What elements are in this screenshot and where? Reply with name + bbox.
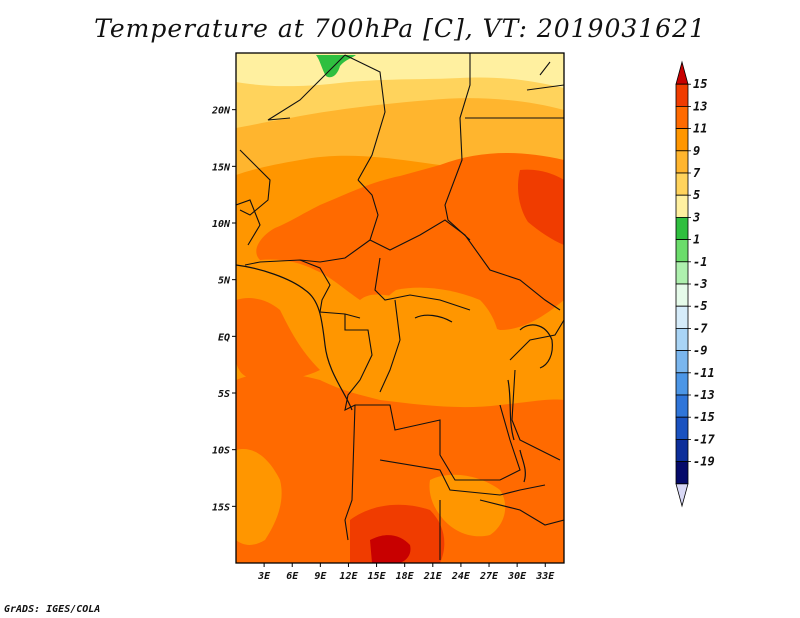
- lon-label: 6E: [286, 571, 299, 582]
- lon-label: 3E: [257, 571, 271, 582]
- longitude-axis: 3E 6E 9E 12E 15E 18E 21E 24E 27E 30E 33E: [257, 563, 555, 582]
- colorbar-label: 15: [693, 77, 707, 91]
- colorbar-label: 9: [693, 144, 700, 158]
- colorbar-label: -7: [693, 321, 708, 335]
- colorbar-label: -11: [693, 366, 715, 380]
- lon-label: 12E: [339, 571, 358, 582]
- colorbar-label: -3: [693, 277, 707, 291]
- grads-credit: GrADS: IGES/COLA: [4, 604, 101, 615]
- colorbar-swatch: [675, 106, 689, 130]
- colorbar-label: -5: [693, 299, 707, 313]
- colorbar-label: -15: [693, 410, 715, 424]
- lat-label: 5N: [218, 276, 231, 287]
- lon-label: 15E: [368, 571, 387, 582]
- colorbar: 15 13 11 9 7 5 3 1 -1 -3 -5 -7 -9 -11 -13 -15 -17 -19: [675, 60, 715, 508]
- lat-label: 15S: [212, 502, 230, 513]
- country-borders: [236, 53, 564, 560]
- colorbar-swatch: [675, 261, 689, 285]
- lon-label: 9E: [314, 571, 327, 582]
- colorbar-swatch: [675, 194, 689, 218]
- colorbar-swatch: [675, 283, 689, 307]
- coastline: [236, 264, 553, 483]
- colorbar-swatch: [675, 327, 689, 351]
- colorbar-label: -19: [693, 455, 715, 469]
- lon-label: 33E: [535, 571, 555, 582]
- colorbar-swatch: [675, 483, 689, 508]
- colorbar-label: -13: [693, 388, 715, 402]
- latitude-axis: 20N 15N 10N 5N EQ 5S 10S 15S: [211, 106, 236, 513]
- colorbar-label: -1: [693, 255, 707, 269]
- lon-label: 27E: [479, 571, 499, 582]
- lat-label: 5S: [218, 389, 230, 400]
- colorbar-label: 7: [693, 166, 701, 180]
- colorbar-label: 1: [693, 233, 700, 247]
- lon-label: 18E: [396, 571, 415, 582]
- colorbar-swatch: [675, 128, 689, 152]
- colorbar-label: 3: [692, 210, 700, 224]
- colorbar-swatch: [675, 438, 689, 462]
- colorbar-swatch: [675, 216, 689, 240]
- colorbar-label: 5: [693, 188, 700, 202]
- colorbar-label: -9: [693, 344, 707, 358]
- colorbar-label: 11: [693, 122, 707, 136]
- colorbar-swatch: [675, 83, 689, 107]
- colorbar-label: -17: [693, 432, 715, 446]
- lon-label: 21E: [423, 571, 443, 582]
- colorbar-swatch: [675, 350, 689, 374]
- lat-label: 15N: [212, 162, 231, 173]
- colorbar-swatch: [675, 172, 689, 196]
- colorbar-swatch: [675, 305, 689, 329]
- lat-label: 10N: [212, 219, 231, 230]
- colorbar-swatch: [675, 150, 689, 174]
- colorbar-swatch: [675, 372, 689, 396]
- map-title: Temperature at 700hPa [C], VT: 201903162…: [94, 14, 706, 43]
- temperature-field: [236, 53, 564, 563]
- lat-label: EQ: [218, 332, 230, 343]
- lat-label: 20N: [211, 106, 231, 117]
- colorbar-swatch: [675, 239, 689, 263]
- lon-label: 24E: [451, 571, 471, 582]
- lon-label: 30E: [507, 571, 527, 582]
- lat-label: 10S: [212, 446, 230, 457]
- colorbar-swatch: [675, 461, 689, 485]
- colorbar-swatch: [675, 416, 689, 440]
- colorbar-swatch: [675, 394, 689, 418]
- map-frame: [235, 52, 565, 564]
- colorbar-swatch: [675, 60, 689, 85]
- colorbar-label: 13: [693, 99, 707, 113]
